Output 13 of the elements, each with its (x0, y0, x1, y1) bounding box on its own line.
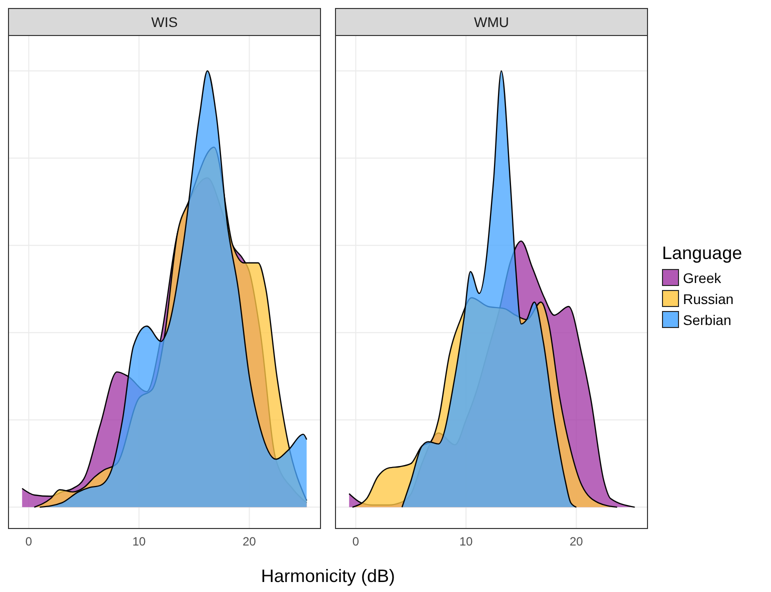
x-tick-label: 0 (25, 534, 32, 549)
legend-label: Russian (683, 290, 734, 306)
x-tick-label: 10 (132, 534, 146, 549)
x-tick-label: 0 (352, 534, 360, 549)
legend-label: Serbian (683, 312, 732, 328)
x-tick-label: 20 (570, 534, 584, 549)
chart-title: WIS (8, 8, 321, 36)
x-axis-title: Harmonicity (dB) (260, 566, 396, 587)
legend-label: Greek (683, 270, 722, 286)
chart-title: WMU (335, 8, 648, 36)
x-tick-label: 10 (459, 534, 474, 549)
x-tick-label: 20 (242, 534, 256, 549)
legend-title: Language (662, 243, 742, 264)
